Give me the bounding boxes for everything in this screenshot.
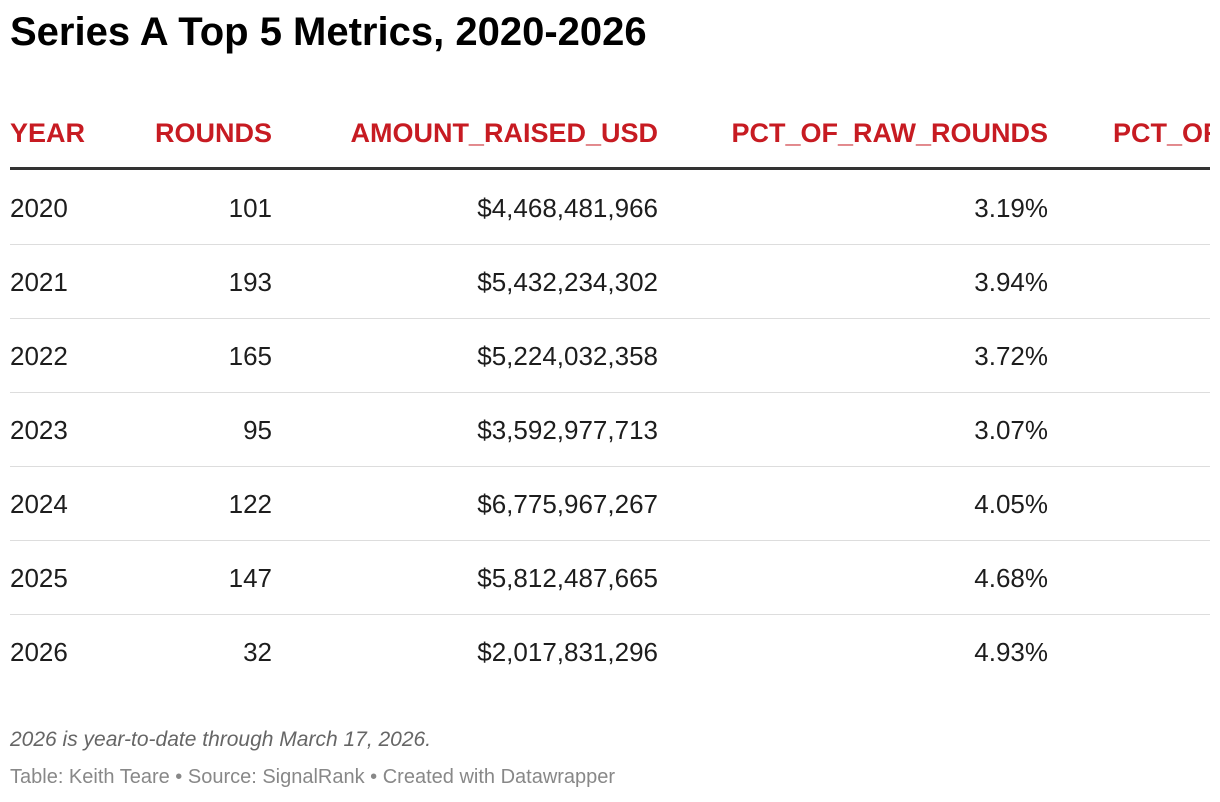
table-cell: $5,812,487,665 (477, 563, 658, 593)
table-cell: 2021 (10, 267, 68, 297)
row-divider (10, 318, 1210, 319)
table-cell: $6,775,967,267 (477, 489, 658, 519)
table-cell: 2026 (10, 637, 68, 667)
column-header: ROUNDS (154, 118, 272, 148)
table-cell: $4,468,481,966 (477, 193, 658, 223)
table-cell: 4.05% (974, 489, 1048, 519)
header-rule (10, 167, 1210, 170)
table-cell: $5,224,032,358 (477, 341, 658, 371)
table: YEAR ROUNDS AMOUNT_RAISED_USD PCT_OF_RAW_RO… (10, 100, 1210, 700)
column-header: PCT_OF (1113, 118, 1210, 148)
table-cell: 2022 (10, 341, 68, 371)
table-cell: 32 (243, 637, 272, 667)
table-title: Series A Top 5 Metrics, 2020-2026 (10, 10, 647, 54)
table-cell: 147 (228, 563, 272, 593)
table-cell: 3.19% (974, 193, 1048, 223)
table-cell: 2025 (10, 563, 68, 593)
row-divider (10, 540, 1210, 541)
column-header: PCT_OF_RAW_ROUNDS (731, 118, 1048, 148)
table-cell: 193 (228, 267, 272, 297)
table-cell: 2023 (10, 415, 68, 445)
table-cell: 2020 (10, 193, 68, 223)
table-cell: 4.93% (974, 637, 1048, 667)
column-header: AMOUNT_RAISED_USD (350, 118, 658, 148)
table-cell: 3.07% (974, 415, 1048, 445)
column-header: YEAR (10, 118, 86, 148)
table-cell: 101 (228, 193, 272, 223)
footnote: 2026 is year-to-date through March 17, 2… (10, 728, 432, 751)
table-cell: $2,017,831,296 (477, 637, 658, 667)
table-cell: 3.72% (974, 341, 1048, 371)
table-cell: 165 (228, 341, 272, 371)
row-divider (10, 392, 1210, 393)
table-cell: 95 (243, 415, 272, 445)
row-divider (10, 466, 1210, 467)
table-cell: 4.68% (974, 563, 1048, 593)
table-cell: $3,592,977,713 (477, 415, 658, 445)
table-cell: 3.94% (974, 267, 1048, 297)
credit-line: Table: Keith Teare • Source: SignalRank … (10, 766, 616, 788)
table-cell: 2024 (10, 489, 68, 519)
row-divider (10, 244, 1210, 245)
table-cell: 122 (228, 489, 272, 519)
table-cell: $5,432,234,302 (477, 267, 658, 297)
row-divider (10, 614, 1210, 615)
